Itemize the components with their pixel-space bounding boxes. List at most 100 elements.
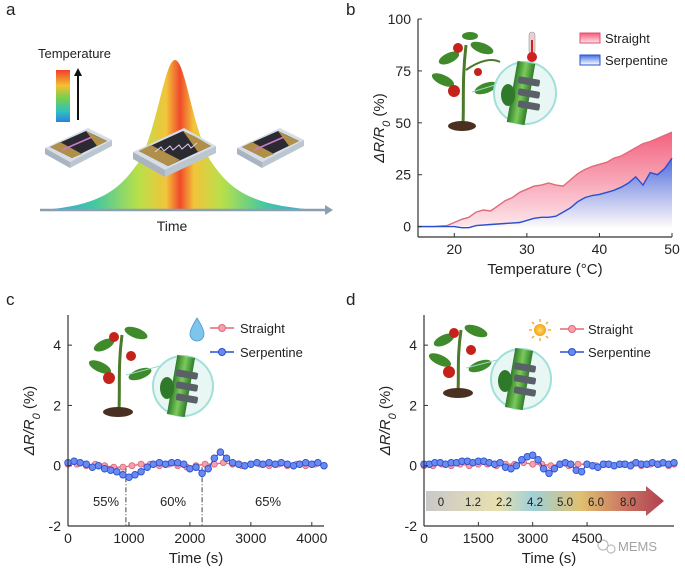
- y-tick-label-c: 2: [53, 397, 61, 413]
- point-serpentine-d: [566, 460, 575, 468]
- point-serpentine-c: [204, 464, 212, 473]
- x-tick-label-c: 1000: [113, 530, 144, 546]
- legend-marker-straight-c: [218, 324, 226, 332]
- intensity-label-6: 6.0: [588, 497, 604, 509]
- point-serpentine-c: [137, 467, 145, 476]
- point-serpentine-c: [82, 460, 91, 468]
- point-straight-d: [529, 460, 537, 468]
- panel-b: b 20 30 40 50 0 25 50 75 100 Temperature (°C) ΔR/R…: [346, 0, 680, 278]
- temperature-color-bar: [56, 70, 70, 122]
- point-serpentine-c: [216, 448, 225, 456]
- plant-illustration-d: [428, 319, 552, 411]
- point-serpentine-d: [528, 451, 537, 459]
- legend-b: Straight Serpentine: [579, 31, 668, 68]
- point-serpentine-c: [210, 454, 219, 462]
- watermark: MEMS: [597, 539, 657, 554]
- point-serpentine-c: [259, 460, 267, 468]
- point-serpentine-c: [301, 458, 310, 467]
- temperature-up-arrowhead: [74, 68, 82, 76]
- point-serpentine-c: [289, 461, 298, 470]
- y-tick-label-b: 0: [403, 219, 411, 235]
- intensity-label-3: 2.2: [496, 497, 512, 509]
- y-tick-label-b: 50: [395, 115, 411, 131]
- sun-icon: [529, 319, 551, 341]
- chart-b: 20 30 40 50 0 25 50 75 100 Temperature (°C) ΔR/R0 …: [371, 11, 680, 278]
- point-serpentine-c: [119, 471, 127, 479]
- intensity-label-5: 5.0: [557, 497, 573, 509]
- legend-label-straight-c: Straight: [240, 321, 285, 336]
- sensor-device-left: [45, 128, 112, 168]
- y-tick-label-d: -2: [405, 518, 418, 534]
- x-tick-label-d: 3000: [517, 530, 548, 546]
- sensor-device-center: [133, 128, 216, 177]
- y-axis-label-b: ΔR/R0 (%): [371, 93, 393, 164]
- point-serpentine-c: [167, 458, 176, 467]
- legend-marker-straight-d: [568, 325, 576, 333]
- point-serpentine-c: [308, 460, 316, 468]
- point-serpentine-c: [241, 461, 249, 470]
- y-tick-label-b: 100: [388, 11, 412, 27]
- point-serpentine-c: [94, 461, 103, 470]
- humidity-label-3: 65%: [255, 494, 281, 509]
- panel-letter-d: d: [346, 290, 355, 309]
- point-straight-c: [119, 463, 127, 471]
- point-serpentine-c: [70, 457, 78, 465]
- watermark-text: MEMS: [618, 539, 657, 554]
- panel-letter-c: c: [6, 290, 15, 309]
- legend-d: Straight Serpentine: [560, 322, 651, 360]
- legend-label-serpentine-d: Serpentine: [588, 345, 651, 360]
- humidity-label-2: 60%: [160, 494, 186, 509]
- point-serpentine-c: [198, 469, 206, 478]
- y-tick-label-b: 25: [395, 167, 411, 183]
- point-serpentine-c: [161, 460, 170, 468]
- point-serpentine-c: [295, 460, 304, 468]
- legend-label-straight-d: Straight: [588, 322, 633, 337]
- x-tick-label-c: 3000: [235, 530, 266, 546]
- y-tick-label-b: 75: [395, 63, 411, 79]
- point-serpentine-c: [143, 463, 151, 471]
- point-serpentine-c: [228, 458, 237, 467]
- time-axis-label: Time: [157, 218, 188, 234]
- point-serpentine-d: [670, 458, 678, 467]
- x-tick-label-b: 50: [664, 241, 680, 257]
- point-serpentine-c: [186, 464, 194, 473]
- time-axis-arrowhead: [325, 205, 333, 215]
- point-serpentine-c: [173, 458, 182, 467]
- intensity-label-1: 0: [438, 497, 444, 509]
- point-serpentine-d: [545, 469, 553, 478]
- point-serpentine-c: [222, 454, 231, 462]
- intensity-label-7: 8.0: [620, 497, 636, 509]
- y-axis-label-d: ΔR/R0 (%): [377, 386, 399, 457]
- x-tick-label-b: 30: [519, 241, 535, 257]
- line-serpentine-b: [418, 157, 673, 229]
- legend-swatch-serpentine-b: [579, 54, 601, 66]
- point-serpentine-c: [106, 466, 115, 474]
- legend-swatch-straight-b: [579, 32, 601, 44]
- panel-letter-a: a: [6, 0, 16, 19]
- point-serpentine-c: [320, 461, 328, 470]
- point-serpentine-c: [271, 460, 279, 468]
- point-serpentine-c: [265, 458, 273, 467]
- y-tick-label-d: 2: [409, 397, 417, 413]
- point-serpentine-c: [88, 463, 97, 471]
- area-serpentine-b: [418, 158, 672, 228]
- point-serpentine-d: [550, 464, 559, 473]
- point-straight-c: [128, 462, 136, 470]
- line-straight-b: [418, 131, 673, 228]
- water-drop-icon: [189, 317, 205, 342]
- legend-label-serpentine-b: Serpentine: [605, 53, 668, 68]
- legend-c: Straight Serpentine: [210, 321, 303, 360]
- point-serpentine-c: [149, 460, 158, 468]
- legend-marker-serpentine-c: [218, 348, 226, 356]
- plant-illustration-b: [431, 31, 557, 131]
- legend-label-serpentine-c: Serpentine: [240, 345, 303, 360]
- x-tick-label-b: 20: [446, 241, 462, 257]
- point-serpentine-c: [314, 458, 322, 467]
- humidity-label-1: 55%: [93, 494, 119, 509]
- point-serpentine-c: [192, 463, 200, 471]
- temperature-legend-title: Temperature: [38, 46, 111, 61]
- point-serpentine-c: [277, 458, 286, 467]
